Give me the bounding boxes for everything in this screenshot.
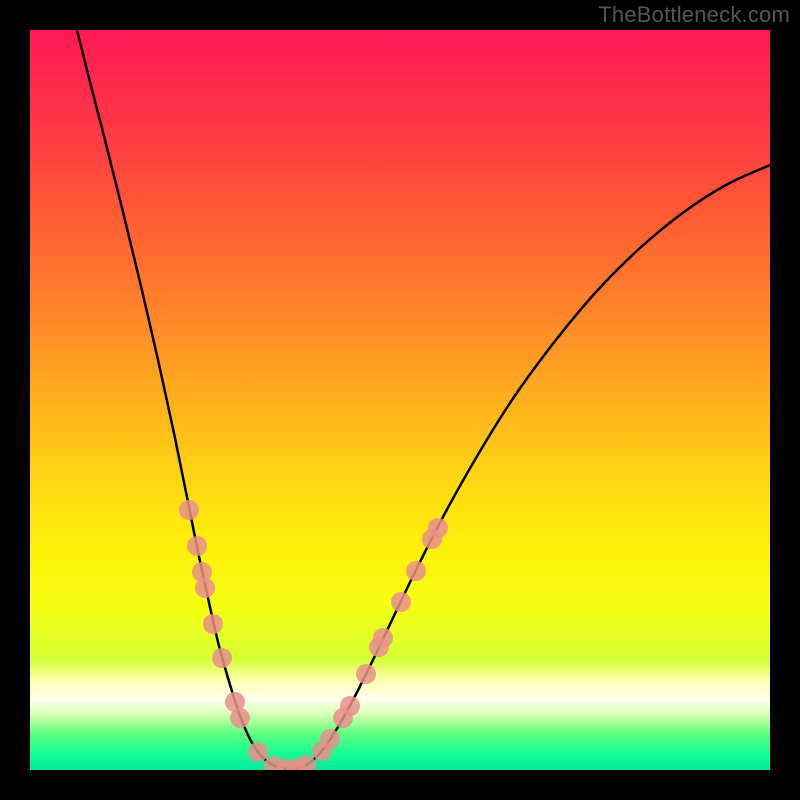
marker-point [203,614,223,634]
marker-point [428,518,448,538]
marker-point [187,536,207,556]
marker-point [340,696,360,716]
plot-area [30,30,770,770]
marker-point [320,729,340,749]
chart-svg [30,30,770,770]
marker-point [195,578,215,598]
watermark-text: TheBottleneck.com [598,2,790,28]
marker-point [248,742,268,762]
chart-frame: TheBottleneck.com [0,0,800,800]
marker-point [391,592,411,612]
marker-point [179,500,199,520]
marker-point [356,664,376,684]
chart-background [30,30,770,770]
marker-point [406,561,426,581]
marker-point [212,648,232,668]
marker-point [230,708,250,728]
marker-point [373,628,393,648]
